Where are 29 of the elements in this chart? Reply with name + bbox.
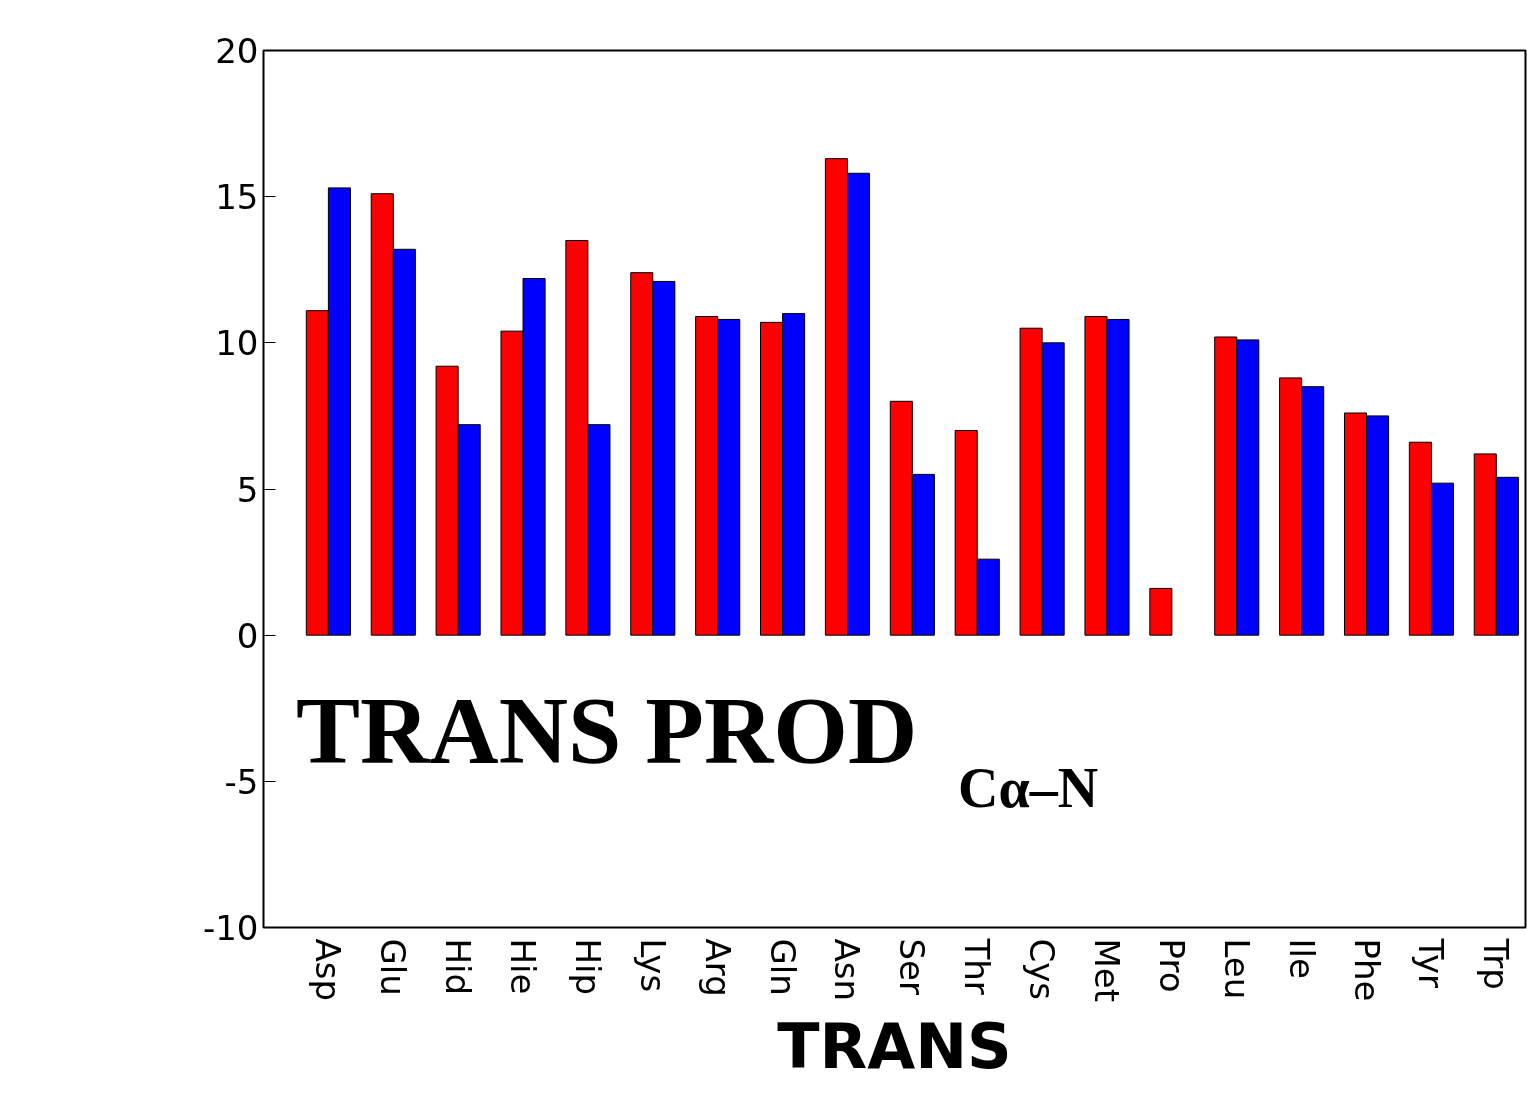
x-tick-label: Asp — [308, 938, 349, 1002]
y-tick-label: -5 — [224, 761, 259, 802]
x-tick-label: Arg — [697, 938, 738, 997]
x-tick-label: Cys — [1022, 938, 1063, 1001]
x-tick-label: Hip — [567, 938, 608, 996]
annotation: TRANS PRODCα–N — [295, 677, 1099, 820]
x-tick-label: Hie — [503, 938, 544, 995]
x-axis-title: TRANS — [777, 1010, 1012, 1084]
x-tick-label: Pro — [1151, 938, 1192, 993]
x-tick-label: Tyr — [1411, 937, 1452, 989]
x-tick-label: Leu — [1216, 938, 1257, 1000]
x-tick-label: Met — [1087, 938, 1127, 1003]
x-tick-label: Trp — [1476, 937, 1517, 990]
x-tick-label: Thr — [957, 937, 998, 995]
y-tick-label: 10 — [215, 323, 259, 364]
x-tick-label: Gln — [762, 938, 803, 996]
y-tick-label: -10 — [202, 908, 259, 948]
x-tick-label: Lys — [632, 938, 673, 993]
x-tick-label: Glu — [373, 938, 414, 996]
x-tick-label: Phe — [1346, 938, 1387, 1002]
x-tick-label: Asn — [827, 938, 868, 1002]
x-tick-label: Ile — [1281, 938, 1322, 979]
bar — [1149, 587, 1173, 636]
y-tick-label: 15 — [215, 177, 259, 218]
y-tick-label: 20 — [215, 31, 259, 71]
x-tick-label: Ser — [892, 938, 933, 995]
y-tick-label: 0 — [236, 615, 259, 656]
y-tick-label: 5 — [236, 469, 259, 510]
x-tick-label: Hid — [438, 938, 479, 996]
